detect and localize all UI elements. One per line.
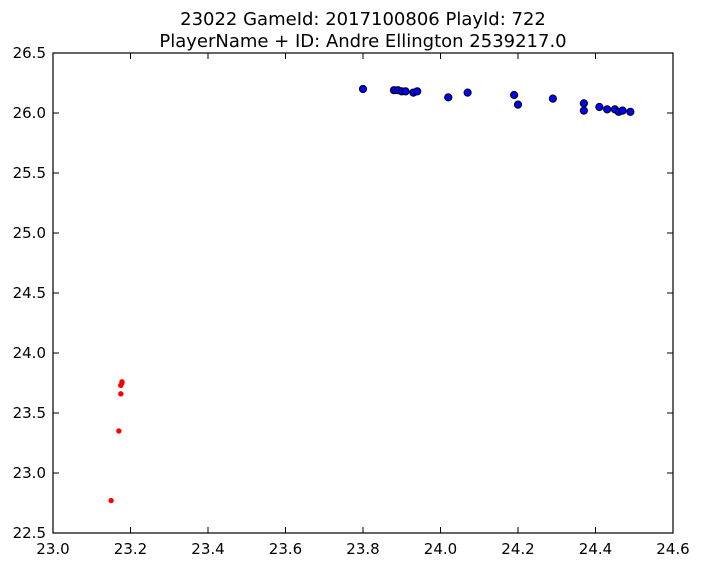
blue-data-point (463, 88, 472, 97)
y-tick-label: 26.0 (13, 104, 46, 122)
y-tick-label: 23.5 (13, 404, 46, 422)
blue-data-point (595, 102, 604, 112)
x-tick-label: 23.4 (191, 540, 224, 558)
blue-data-point (548, 94, 557, 103)
x-tick-label: 24.0 (424, 540, 457, 558)
x-tick-label: 23.8 (346, 540, 379, 558)
y-tick-label: 25.5 (13, 164, 46, 182)
y-tick-label: 22.5 (13, 524, 46, 542)
x-tick-label: 23.6 (269, 540, 302, 558)
blue-data-point (510, 90, 519, 100)
blue-data-point (626, 107, 635, 116)
x-tick-label: 24.6 (656, 540, 689, 558)
red-data-point (118, 391, 124, 397)
blue-data-point (401, 87, 410, 96)
blue-data-point (413, 87, 422, 96)
y-tick-label: 24.0 (13, 344, 46, 362)
x-tick-label: 23.0 (36, 540, 69, 558)
axis-ticks (52, 52, 674, 534)
red-data-point (108, 497, 114, 504)
blue-data-point (444, 93, 453, 102)
plot-area-frame (52, 52, 674, 534)
chart-title-line1: 23022 GameId: 2017100806 PlayId: 722 (180, 9, 546, 30)
y-tick-label: 24.5 (13, 284, 46, 302)
blue-data-point (579, 106, 588, 115)
y-tick-label: 26.5 (13, 44, 46, 62)
y-tick-label: 23.0 (13, 464, 46, 482)
y-tick-label: 25.0 (13, 224, 46, 242)
x-tick-label: 24.4 (579, 540, 612, 558)
red-data-point (116, 428, 122, 434)
blue-data-point (618, 106, 627, 115)
blue-data-point (513, 100, 523, 109)
blue-data-point (579, 99, 588, 108)
x-tick-label: 23.2 (114, 540, 147, 558)
data-points (108, 84, 635, 504)
red-data-point (119, 379, 125, 385)
x-tick-label: 24.2 (501, 540, 534, 558)
blue-data-point (358, 84, 368, 94)
chart-title-line2: PlayerName + ID: Andre Ellington 2539217… (159, 31, 566, 52)
axis-tick-labels: 23.0 23.2 23.4 23.6 23.8 24.0 24.2 24.4 24.6 22.5… (13, 44, 690, 558)
blue-data-point (603, 105, 612, 114)
